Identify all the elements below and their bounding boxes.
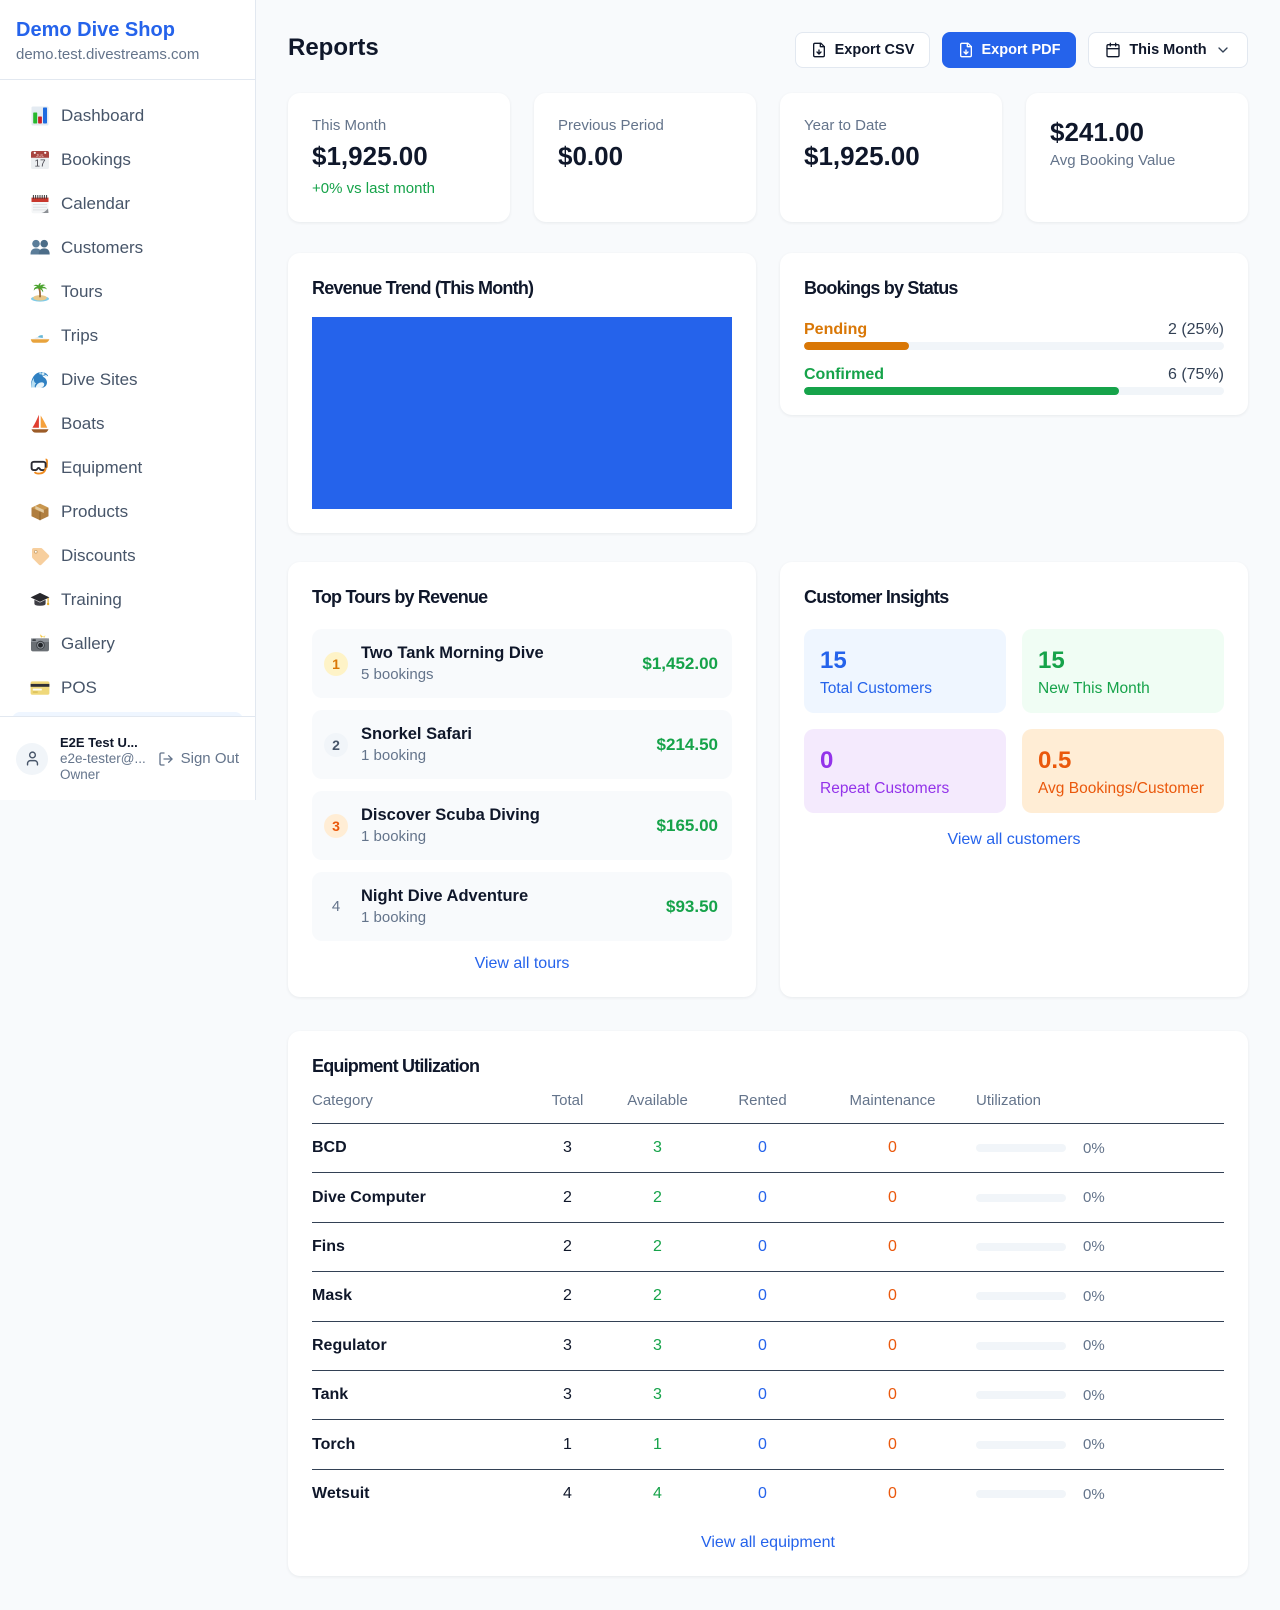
svg-text:17: 17: [34, 159, 46, 170]
svg-text:JUL: JUL: [35, 153, 44, 158]
